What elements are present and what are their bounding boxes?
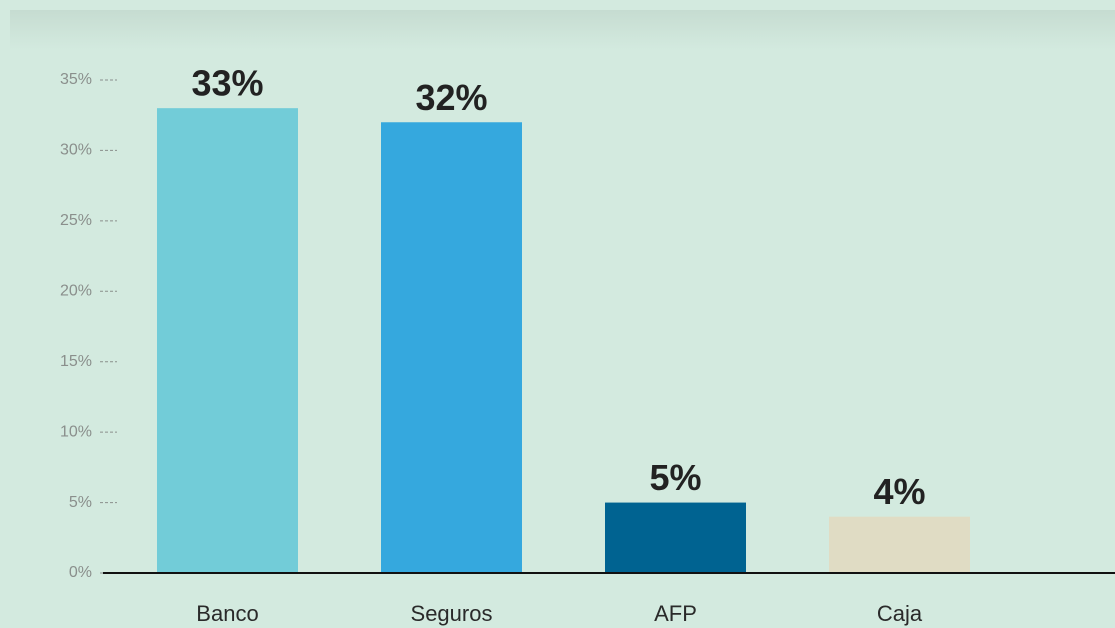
y-tick-label: 5% [69, 494, 92, 511]
bar [829, 516, 970, 573]
bar [381, 122, 522, 573]
x-tick-label: Banco [196, 601, 258, 626]
y-tick-label: 10% [60, 423, 92, 440]
y-tick-label: 0% [69, 564, 92, 581]
value-label: 33% [191, 63, 263, 104]
header-band [10, 10, 1115, 50]
bar [605, 502, 746, 573]
y-tick-label: 35% [60, 71, 92, 88]
x-tick-label: Seguros [411, 601, 493, 626]
y-tick-label: 25% [60, 212, 92, 229]
value-label: 32% [415, 77, 487, 118]
y-tick-label: 20% [60, 283, 92, 300]
value-label: 4% [873, 471, 925, 512]
x-tick-label: Caja [877, 601, 923, 626]
bar [157, 108, 298, 574]
y-tick-label: 15% [60, 353, 92, 370]
x-tick-label: AFP [654, 601, 697, 626]
y-tick-label: 30% [60, 142, 92, 159]
value-label: 5% [649, 457, 701, 498]
